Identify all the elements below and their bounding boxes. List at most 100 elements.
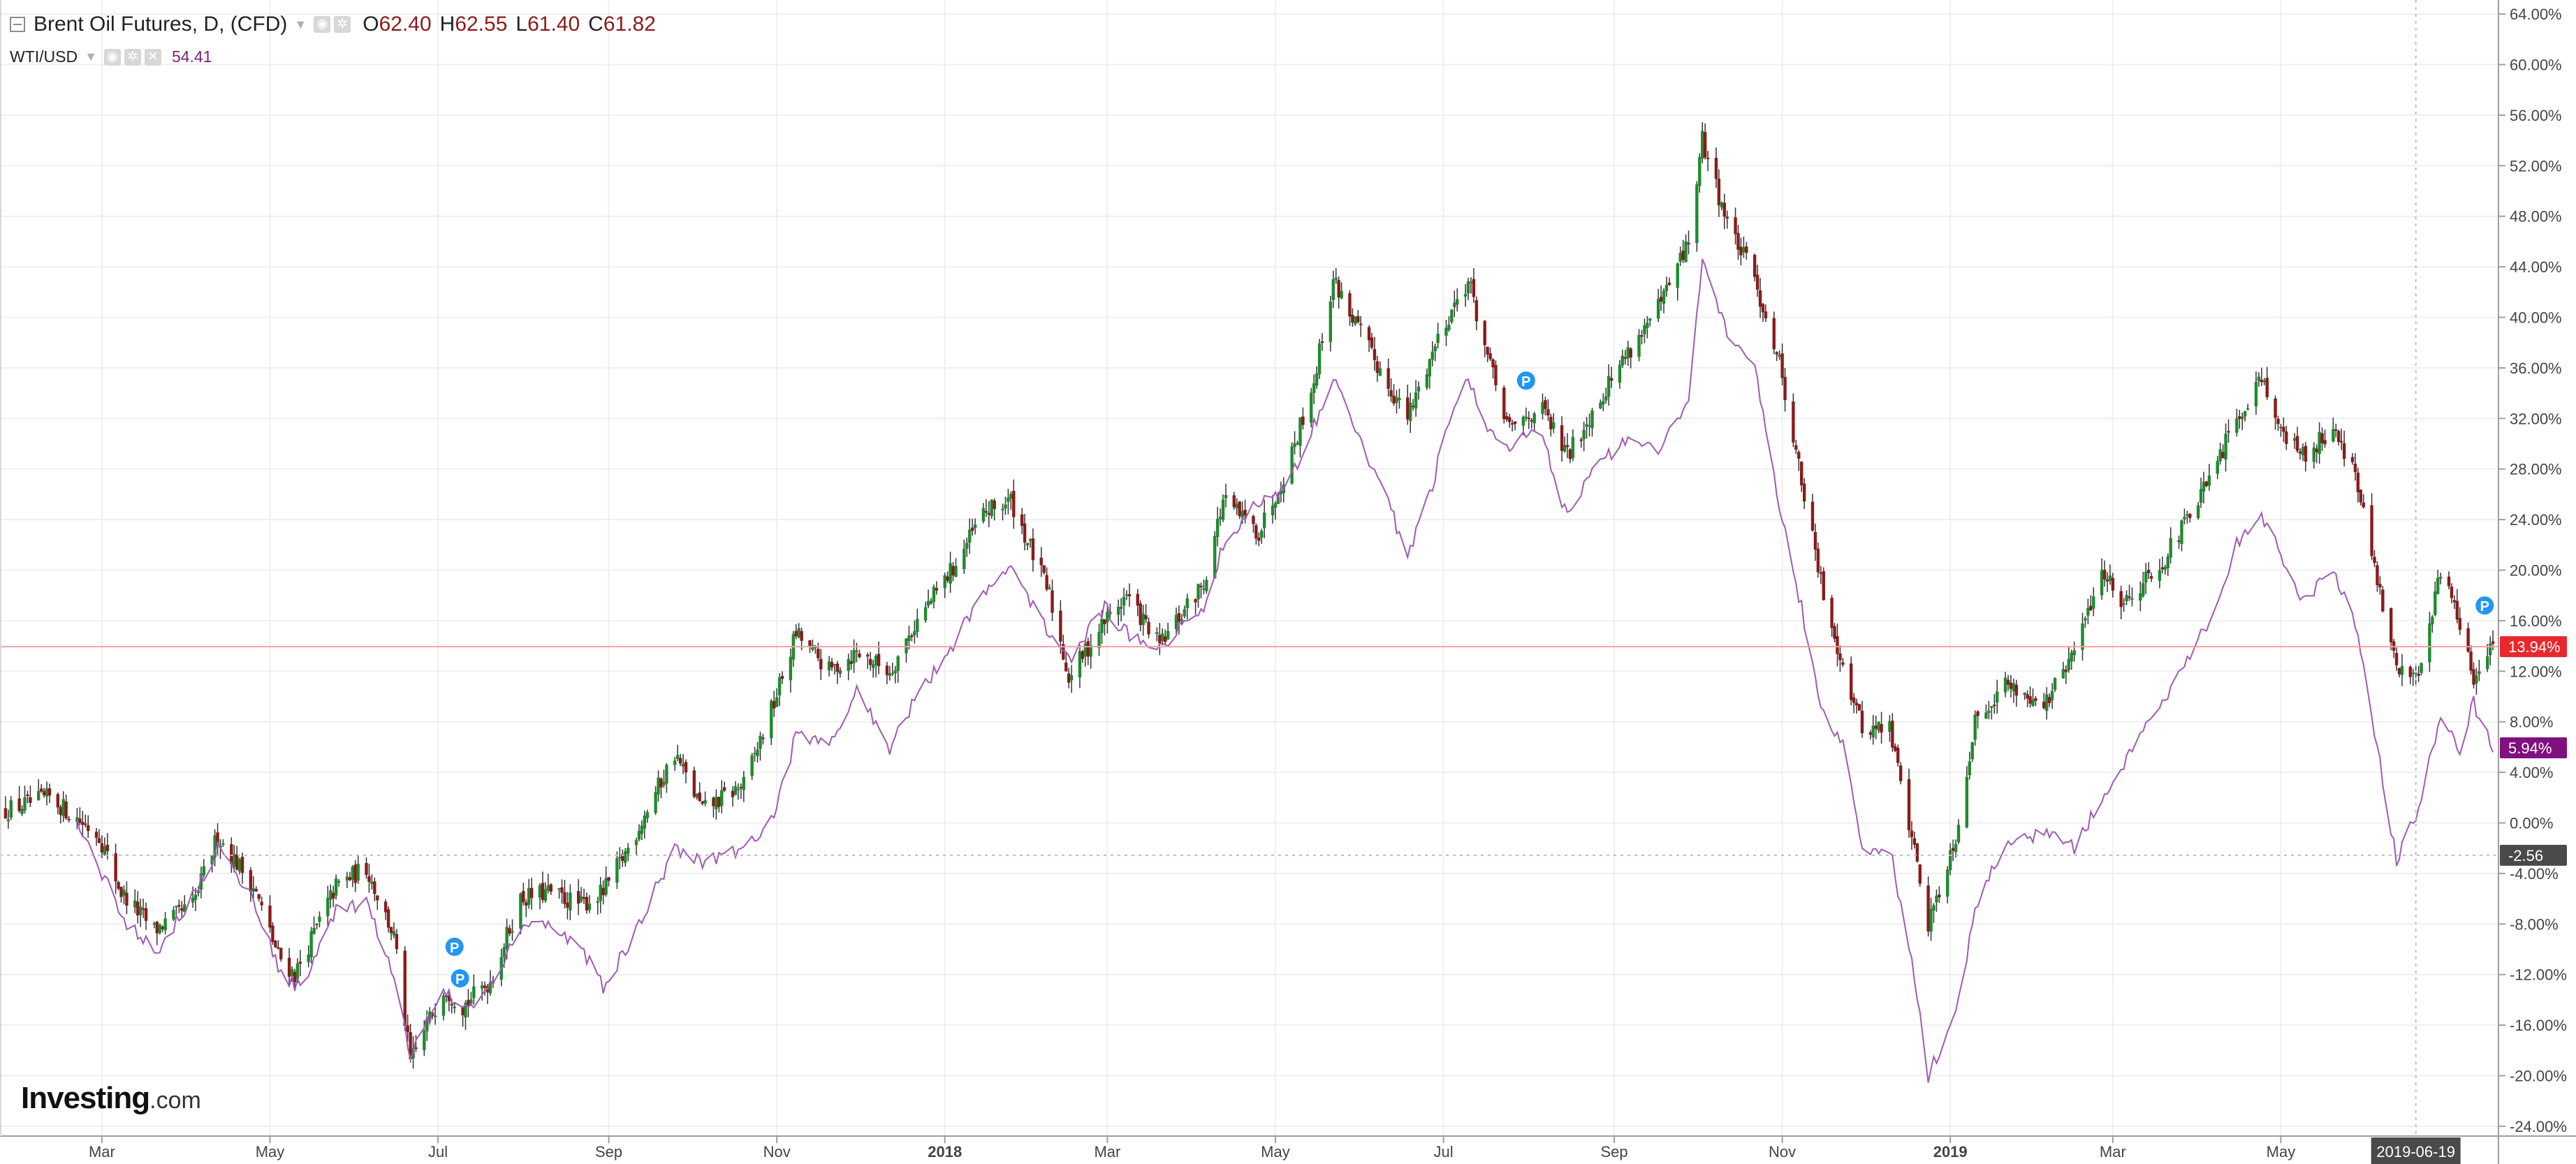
candle-up [1001, 508, 1004, 510]
candle-up [1444, 327, 1448, 336]
candle-up [1221, 499, 1225, 520]
low-key: L [515, 13, 528, 36]
candle-down [2188, 513, 2192, 518]
candle-up [932, 587, 936, 602]
candle-down [2026, 694, 2029, 699]
main-series-legend: Brent Oil Futures, D, (CFD) ▼ ◉ ✲ O 62.4… [10, 13, 656, 36]
candle-down [1819, 572, 1823, 574]
candle-down [1392, 395, 1396, 404]
candle-down [114, 853, 117, 882]
candle-down [678, 758, 682, 764]
candle-down [2042, 701, 2046, 709]
candle-down [621, 854, 624, 861]
candle-down [2177, 540, 2181, 543]
candle-up [637, 830, 641, 840]
candle-down [1147, 621, 1150, 635]
candle-down [1544, 400, 1547, 409]
visibility-eye-icon[interactable]: ◉ [314, 16, 331, 33]
candle-down [1491, 359, 1495, 367]
candle-down [2472, 669, 2475, 685]
compare-remove-icon[interactable]: ✕ [144, 48, 161, 66]
candle-up [441, 995, 446, 1016]
candle-up [2257, 376, 2261, 381]
candle-up [990, 499, 993, 517]
compare-dropdown-icon[interactable]: ▼ [85, 50, 97, 64]
series-dropdown-icon[interactable]: ▼ [294, 17, 307, 31]
candle-down [1755, 274, 1759, 290]
candle-down [1797, 452, 1801, 459]
candle-up [23, 797, 27, 811]
candle-up [1877, 721, 1880, 731]
compare-visibility-icon[interactable]: ◉ [103, 48, 121, 66]
candle-up [2436, 577, 2440, 594]
candle-up [587, 904, 592, 910]
candle-up [345, 876, 349, 881]
candle-up [2061, 669, 2065, 679]
y-tick-label: 28.00% [2510, 461, 2562, 478]
candle-down [576, 891, 580, 904]
candle-up [1100, 618, 1104, 633]
candle-up [675, 755, 680, 760]
candle-down [987, 513, 991, 515]
candle-up [1122, 597, 1126, 606]
candle-down [1546, 409, 1550, 415]
settings-gear-icon[interactable]: ✲ [334, 16, 351, 33]
candle-down [1752, 254, 1757, 277]
high-value: 62.55 [455, 13, 508, 36]
candle-down [84, 823, 87, 825]
last-price-badge-label: 13.94% [2508, 638, 2561, 656]
event-marker [444, 936, 465, 957]
collapse-legend-icon[interactable] [10, 17, 25, 32]
candle-down [1761, 304, 1765, 313]
candle-down [268, 905, 272, 928]
candle-down [2160, 567, 2165, 570]
candle-down [2417, 674, 2420, 676]
candle-up [2486, 656, 2489, 670]
candle-down [1703, 132, 1707, 158]
event-marker-label: P [1521, 374, 1530, 390]
candle-up [2199, 489, 2203, 503]
candle-down [2285, 431, 2288, 444]
candle-up [579, 896, 583, 901]
candle-down [1841, 662, 1845, 665]
candle-down [549, 884, 552, 892]
candle-down [1891, 721, 1894, 748]
candle-down [1822, 571, 1825, 601]
candle-down [389, 927, 393, 934]
candle-up [1296, 443, 1299, 445]
crosshair-date-label: 2019-06-19 [2376, 1143, 2455, 1161]
candle-down [1659, 297, 1663, 302]
candle-up [543, 889, 548, 901]
candle-down [235, 854, 239, 870]
candle-up [1430, 351, 1434, 360]
candle-down [2373, 557, 2376, 563]
candle-down [1938, 894, 1941, 897]
candle-up [604, 878, 608, 895]
candle-up [797, 628, 800, 638]
event-marker-label: P [2480, 599, 2489, 614]
candle-down [2260, 379, 2264, 383]
candle-up [1720, 202, 1724, 207]
candle-down [386, 909, 390, 928]
candle-down [2298, 451, 2302, 454]
candle-down [1926, 885, 1930, 932]
candle-down [849, 661, 853, 664]
candle-up [221, 843, 225, 845]
candle-up [2301, 447, 2305, 455]
y-tick-label: 16.00% [2510, 612, 2562, 630]
candle-up [1315, 373, 1319, 386]
candle-up [423, 1031, 426, 1051]
candle-down [331, 892, 335, 899]
candle-up [1618, 364, 1622, 383]
candle-down [1301, 416, 1305, 425]
candle-up [290, 968, 294, 976]
candle-down [984, 511, 988, 513]
candle-down [1411, 406, 1415, 408]
compare-settings-icon[interactable]: ✲ [124, 48, 141, 66]
candle-down [2350, 457, 2355, 462]
candle-down [1042, 565, 1046, 573]
candle-down [910, 635, 914, 638]
candle-down [1474, 300, 1479, 322]
candle-down [1816, 548, 1820, 573]
